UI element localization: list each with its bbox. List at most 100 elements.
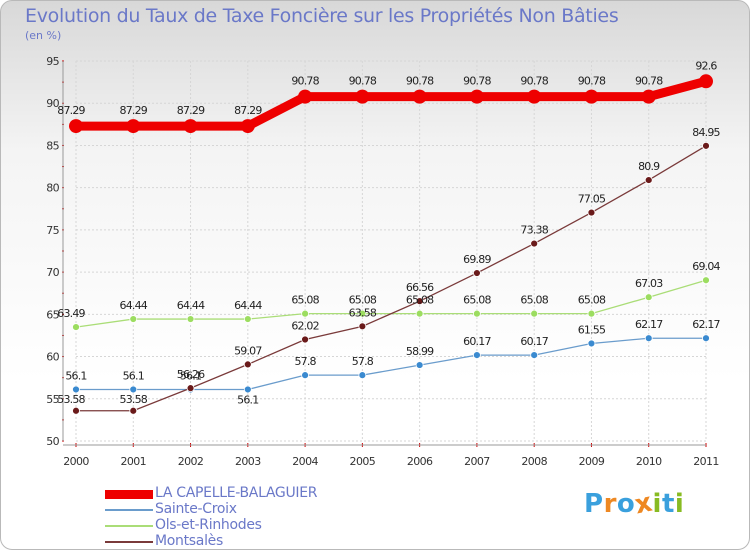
logo-letter: t [661, 489, 675, 519]
legend-label: Ols-et-Rinhodes [155, 517, 262, 533]
series-line-montsal-s [76, 145, 707, 412]
data-label: 90.78 [463, 75, 491, 88]
data-label: 90.78 [520, 75, 548, 88]
x-tick-label: 2000 [63, 455, 89, 468]
data-label: 62.02 [291, 319, 319, 332]
data-point-sainte-croix [358, 371, 367, 380]
data-label: 53.58 [120, 393, 148, 406]
data-label: 87.29 [177, 104, 205, 117]
data-point-montsal-s [415, 297, 424, 306]
data-point-ols-et-rinhodes [587, 309, 596, 318]
data-label: 56.1 [65, 369, 86, 382]
data-label: 62.17 [692, 318, 720, 331]
data-point-ols-et-rinhodes [415, 309, 424, 318]
data-point-ols-et-rinhodes [129, 315, 138, 323]
data-label: 53.58 [57, 393, 85, 406]
y-tick-label: 70 [46, 266, 59, 279]
chart-title: Evolution du Taux de Taxe Foncière sur l… [25, 5, 619, 27]
data-point-ols-et-rinhodes [473, 309, 481, 318]
data-label: 90.78 [635, 75, 663, 88]
data-label: 92.6 [695, 59, 717, 72]
series-line-la-capelle-balaguier [71, 76, 711, 131]
data-point-montsal-s [473, 269, 481, 277]
data-point-montsal-s [358, 322, 367, 331]
data-point-montsal-s [530, 239, 539, 248]
data-point-la-capelle-balaguier [126, 119, 141, 134]
x-tick-label: 2010 [636, 455, 662, 468]
data-label: 65.08 [349, 294, 377, 307]
data-label: 59.07 [234, 344, 262, 357]
data-point-ols-et-rinhodes [530, 309, 539, 318]
data-label: 62.17 [635, 318, 663, 331]
data-label: 64.44 [234, 299, 262, 312]
data-point-sainte-croix [301, 371, 309, 380]
data-point-la-capelle-balaguier [240, 119, 255, 134]
logo-letter: i [652, 489, 662, 519]
data-label: 57.8 [294, 355, 316, 368]
x-tick-label: 2008 [521, 455, 547, 468]
data-label: 65.08 [406, 294, 434, 307]
data-point-montsal-s [186, 384, 195, 393]
data-label: 84.95 [692, 126, 720, 139]
data-label: 65.08 [291, 294, 319, 307]
x-tick-label: 2001 [120, 455, 146, 468]
data-point-sainte-croix [530, 351, 539, 360]
data-point-montsal-s [243, 360, 252, 369]
data-point-la-capelle-balaguier [527, 89, 542, 104]
proxiti-logo: Proxiti [584, 488, 684, 521]
data-label: 65.08 [520, 294, 548, 307]
data-point-montsal-s [702, 141, 710, 150]
legend-swatch [105, 541, 153, 543]
x-tick-label: 2003 [235, 455, 261, 468]
data-label: 60.17 [463, 335, 491, 348]
data-point-la-capelle-balaguier [699, 74, 713, 89]
data-point-sainte-croix [644, 334, 653, 343]
data-point-sainte-croix [415, 361, 424, 369]
data-point-montsal-s [587, 208, 596, 217]
data-point-la-capelle-balaguier [412, 89, 427, 104]
legend-label: Montsalès [155, 533, 223, 549]
data-label: 67.03 [635, 277, 663, 290]
data-point-la-capelle-balaguier [584, 89, 599, 104]
y-tick-label: 75 [46, 224, 59, 237]
data-point-montsal-s [644, 176, 653, 184]
data-point-sainte-croix [473, 351, 481, 360]
y-tick-label: 90 [46, 97, 59, 110]
legend-label: LA CAPELLE-BALAGUIER [155, 485, 318, 501]
data-label: 56.1 [237, 393, 258, 406]
logo-letter: o [616, 489, 636, 519]
data-label: 87.29 [234, 104, 262, 117]
legend-swatch [105, 525, 153, 527]
unit-label: (en %) [25, 29, 62, 42]
x-tick-label: 2006 [407, 455, 433, 468]
data-label: 66.56 [406, 281, 434, 294]
data-label: 69.89 [463, 253, 491, 266]
data-label: 90.78 [349, 75, 377, 88]
data-label: 64.44 [120, 299, 148, 312]
x-tick-label: 2009 [579, 455, 605, 468]
series-line-ols-et-rinhodes [75, 279, 707, 328]
data-point-ols-et-rinhodes [72, 323, 80, 331]
data-point-sainte-croix [243, 385, 252, 394]
x-tick-label: 2005 [350, 455, 376, 468]
data-point-sainte-croix [587, 339, 596, 348]
legend-label: Sainte-Croix [155, 501, 237, 517]
data-point-la-capelle-balaguier [183, 119, 198, 134]
data-label: 63.58 [349, 306, 377, 319]
y-tick-label: 85 [46, 139, 59, 152]
data-point-la-capelle-balaguier [641, 89, 656, 104]
y-tick-label: 50 [46, 435, 59, 448]
x-tick-label: 2002 [178, 455, 204, 468]
legend-swatch [105, 490, 153, 499]
data-point-la-capelle-balaguier [355, 89, 370, 104]
data-label: 57.8 [352, 355, 374, 368]
data-label: 90.78 [406, 75, 434, 88]
data-point-ols-et-rinhodes [243, 315, 252, 323]
y-tick-label: 80 [46, 182, 59, 195]
data-label: 63.49 [57, 307, 85, 320]
data-point-ols-et-rinhodes [186, 315, 195, 323]
data-point-ols-et-rinhodes [301, 309, 309, 318]
data-label: 69.04 [692, 260, 720, 273]
data-label: 58.99 [406, 345, 434, 358]
data-label: 73.38 [520, 224, 548, 237]
